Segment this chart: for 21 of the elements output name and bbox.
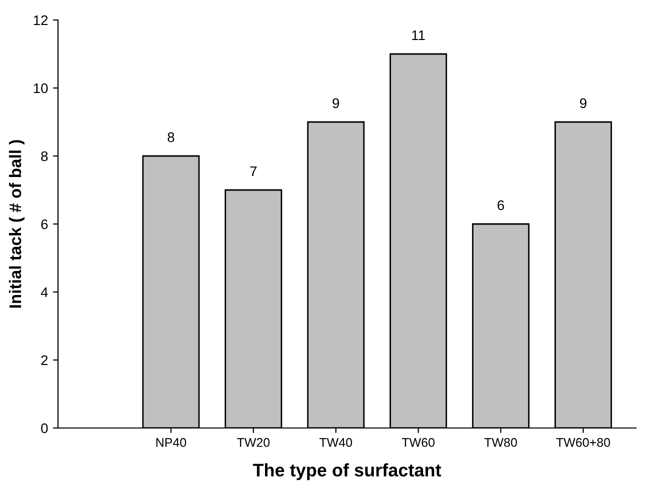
y-tick-label: 0 (41, 423, 48, 434)
x-tick-label: TW20 (237, 438, 270, 447)
y-tick-label: 2 (41, 355, 48, 366)
x-tick-label: TW40 (319, 438, 352, 447)
data-label: 8 (168, 132, 174, 142)
y-tick-label: 6 (41, 219, 48, 230)
data-label: 9 (580, 98, 586, 108)
data-label: 7 (250, 166, 257, 176)
data-label: 6 (498, 200, 504, 210)
data-label: 11 (412, 30, 425, 40)
data-label: 9 (332, 98, 340, 108)
x-tick-label: TW80 (484, 438, 517, 447)
y-tick-label: 10 (34, 83, 48, 94)
x-tick-label: NP40 (156, 438, 186, 447)
y-tick-label: 4 (40, 287, 48, 298)
x-tick-label: TW60+80 (556, 438, 610, 447)
x-tick-label: TW60 (402, 438, 435, 447)
y-tick-label: 8 (41, 151, 48, 162)
y-tick-label: 12 (34, 15, 48, 26)
x-axis-title: The type of surfactant (252, 463, 442, 480)
y-axis-title: Initial tack ( # of ball ) (8, 140, 24, 308)
